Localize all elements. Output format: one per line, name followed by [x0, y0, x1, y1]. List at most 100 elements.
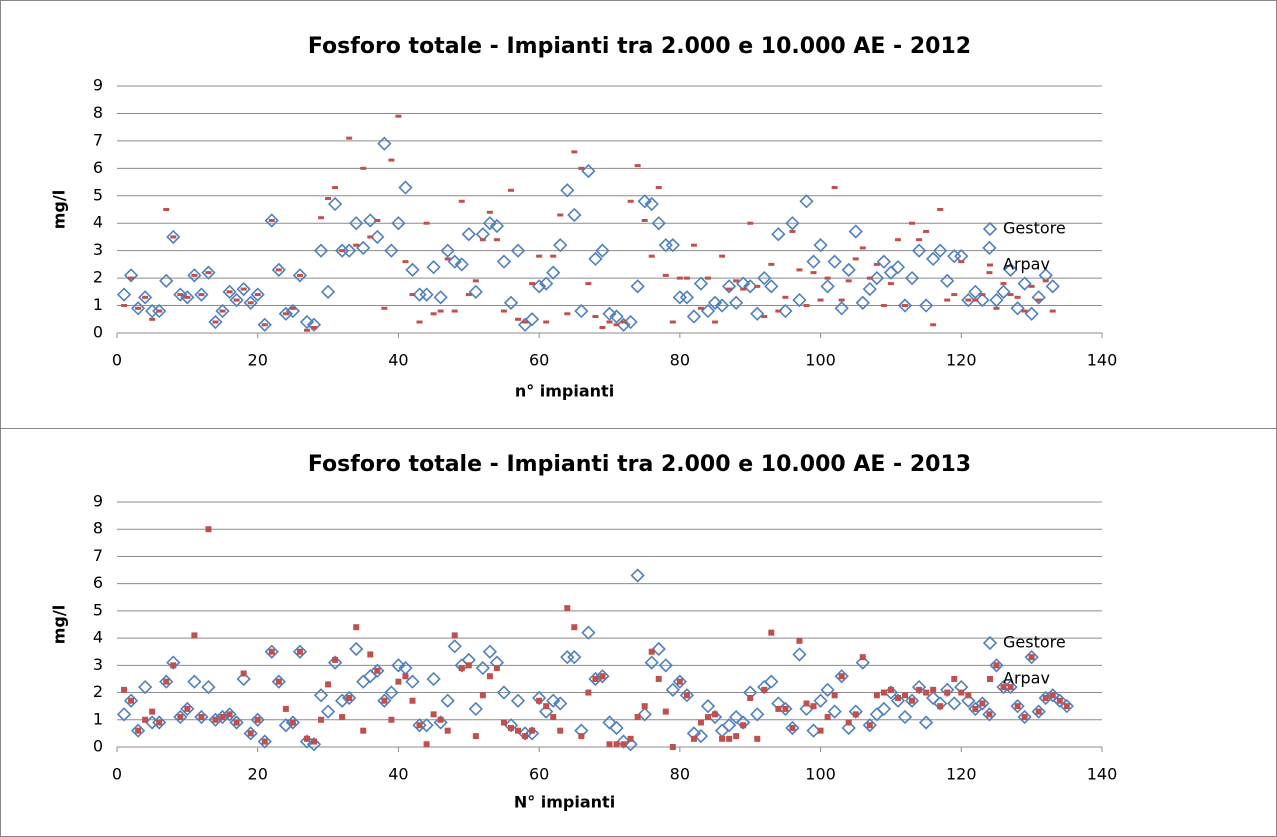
point — [972, 298, 979, 302]
point — [482, 644, 498, 659]
point — [707, 709, 723, 725]
point — [121, 304, 128, 308]
point — [859, 654, 866, 661]
chart-title: Fosforo totale - Impianti tra 2.000 e 10… — [308, 34, 971, 59]
point — [775, 705, 782, 712]
point — [761, 315, 768, 319]
point — [876, 254, 892, 269]
point — [180, 701, 195, 717]
point — [820, 279, 835, 294]
point — [292, 644, 308, 659]
point — [500, 309, 507, 313]
point — [381, 306, 388, 310]
point — [532, 279, 547, 294]
point — [697, 719, 704, 726]
point — [138, 679, 153, 695]
point — [989, 658, 1004, 673]
chart-title: Fosforo totale - Impianti tra 2.000 e 10… — [308, 452, 971, 477]
point — [367, 235, 374, 239]
point — [799, 701, 814, 717]
point — [630, 279, 645, 294]
point — [662, 708, 669, 715]
point — [360, 727, 367, 734]
point — [152, 715, 167, 730]
point — [602, 715, 617, 730]
point — [1017, 276, 1032, 291]
point — [156, 719, 163, 726]
x-tick-label: 40 — [388, 351, 408, 370]
point — [616, 734, 631, 749]
y-tick-label: 0 — [93, 737, 103, 756]
point — [923, 229, 930, 233]
point — [690, 735, 697, 742]
point — [353, 624, 360, 631]
point — [651, 216, 666, 231]
point — [609, 720, 624, 736]
point — [595, 669, 610, 684]
point — [212, 716, 219, 723]
point — [250, 712, 265, 727]
point — [796, 268, 803, 272]
point — [468, 284, 483, 299]
legend-marker — [987, 676, 993, 682]
point — [620, 741, 627, 748]
point — [543, 320, 550, 324]
point — [1014, 295, 1021, 299]
point — [979, 700, 986, 707]
point — [1021, 309, 1028, 313]
point — [489, 218, 505, 234]
point — [1059, 699, 1074, 714]
y-tick-label: 2 — [93, 682, 103, 701]
point — [592, 675, 599, 682]
point — [349, 216, 364, 231]
point — [503, 718, 519, 733]
point — [827, 704, 842, 719]
point — [796, 637, 803, 644]
point — [581, 625, 596, 640]
point — [993, 306, 1000, 310]
point — [496, 254, 512, 269]
point — [599, 673, 606, 680]
point — [918, 298, 934, 313]
point — [233, 719, 240, 726]
point — [944, 298, 951, 302]
point — [637, 194, 652, 209]
point — [444, 257, 451, 261]
point — [440, 243, 455, 258]
point — [1052, 693, 1067, 708]
y-tick-label: 5 — [93, 185, 103, 204]
point — [620, 320, 627, 324]
point — [170, 235, 177, 239]
point — [831, 692, 838, 699]
point — [897, 298, 913, 313]
point — [665, 682, 680, 697]
point — [116, 707, 132, 722]
point — [813, 693, 828, 708]
point — [339, 249, 346, 253]
point — [557, 727, 564, 734]
point — [726, 735, 733, 742]
point — [177, 293, 184, 297]
point — [486, 673, 493, 680]
point — [180, 290, 195, 305]
point — [349, 641, 364, 657]
point — [613, 741, 620, 748]
point — [370, 663, 385, 678]
point — [937, 703, 944, 710]
point — [926, 690, 941, 706]
point — [363, 213, 378, 228]
point — [845, 719, 852, 726]
point — [852, 711, 859, 718]
point — [130, 301, 146, 316]
point — [458, 665, 465, 672]
point — [616, 317, 631, 332]
y-tick-label: 6 — [93, 573, 103, 592]
legend-marker — [982, 221, 998, 237]
point — [311, 326, 317, 330]
point — [599, 326, 606, 330]
point — [909, 221, 916, 225]
point — [806, 254, 821, 269]
point — [510, 243, 526, 258]
point — [475, 660, 490, 676]
point — [447, 254, 462, 269]
